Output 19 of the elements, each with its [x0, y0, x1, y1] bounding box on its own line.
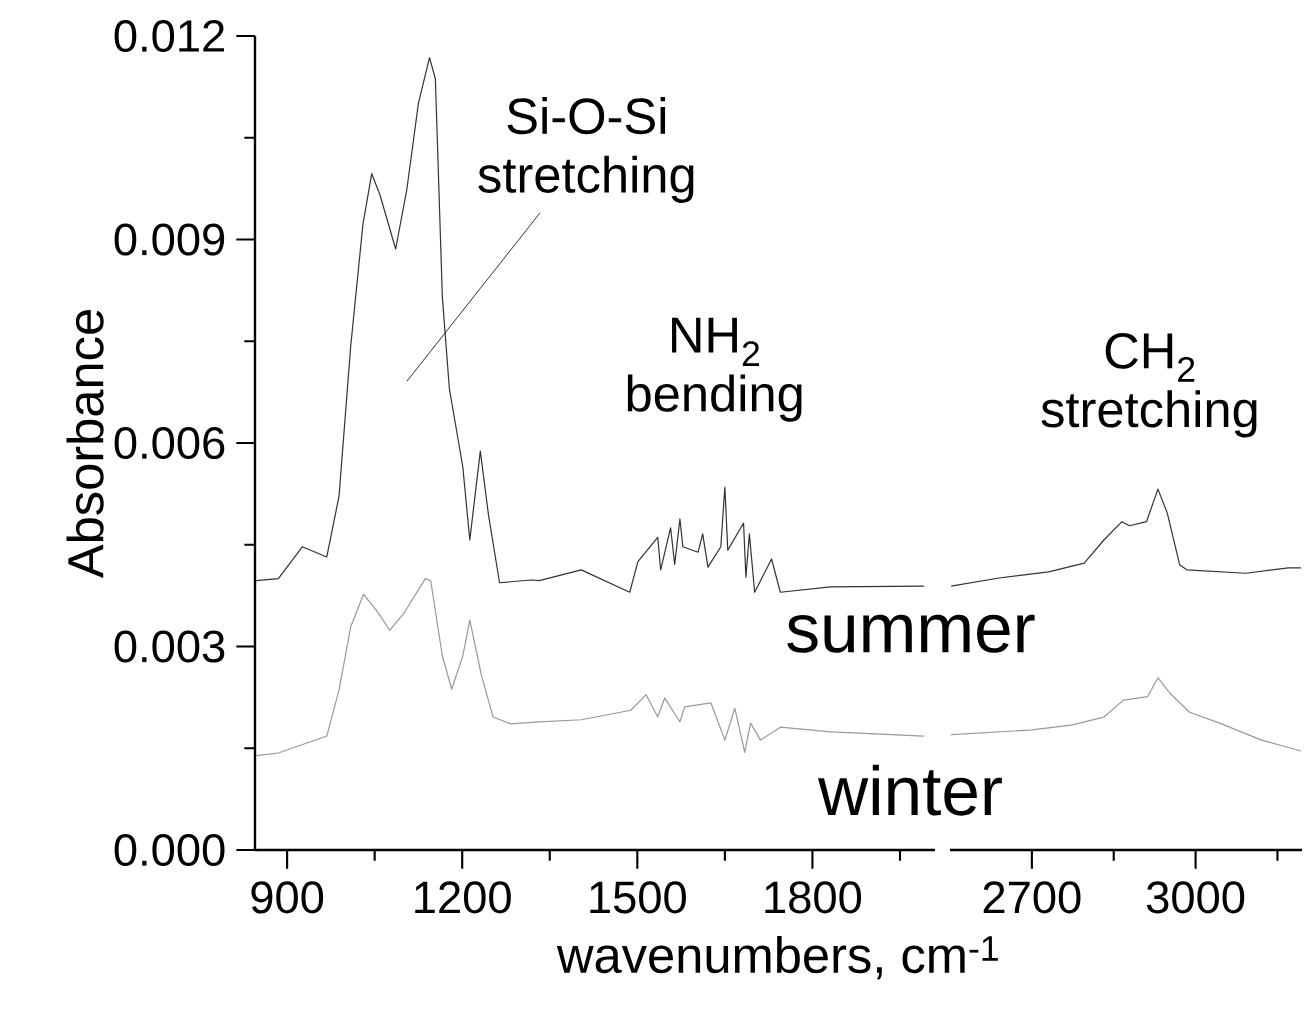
- x-tick-label: 1200: [415, 881, 511, 914]
- line-series: [255, 57, 925, 593]
- annotation: Si-O-Si stretching: [478, 97, 694, 203]
- y-tick-label: 0.000: [114, 833, 225, 867]
- y-tick-label: 0.006: [114, 426, 225, 460]
- x-tick-label: 900: [251, 881, 324, 914]
- y-axis-title: Absorbance: [66, 310, 104, 579]
- series-label: winter: [818, 764, 1002, 816]
- y-tick-label: 0.003: [114, 630, 225, 663]
- annotation: NH$_{2}$ bending: [627, 317, 802, 422]
- y-tick-label: 0.012: [114, 19, 224, 53]
- annotation: CH$_{2}$ stretching: [1041, 332, 1257, 438]
- y-tick-label: 0.009: [114, 223, 225, 256]
- x-tick-label: 3000: [1146, 881, 1245, 914]
- x-tick-label: 2700: [983, 881, 1081, 914]
- series-label: summer: [787, 614, 1035, 653]
- x-tick-label: 1800: [765, 881, 862, 914]
- x-tick-label: 1500: [590, 881, 686, 914]
- x-axis-title: wavenumbers, cm$^{-1}$: [556, 935, 998, 980]
